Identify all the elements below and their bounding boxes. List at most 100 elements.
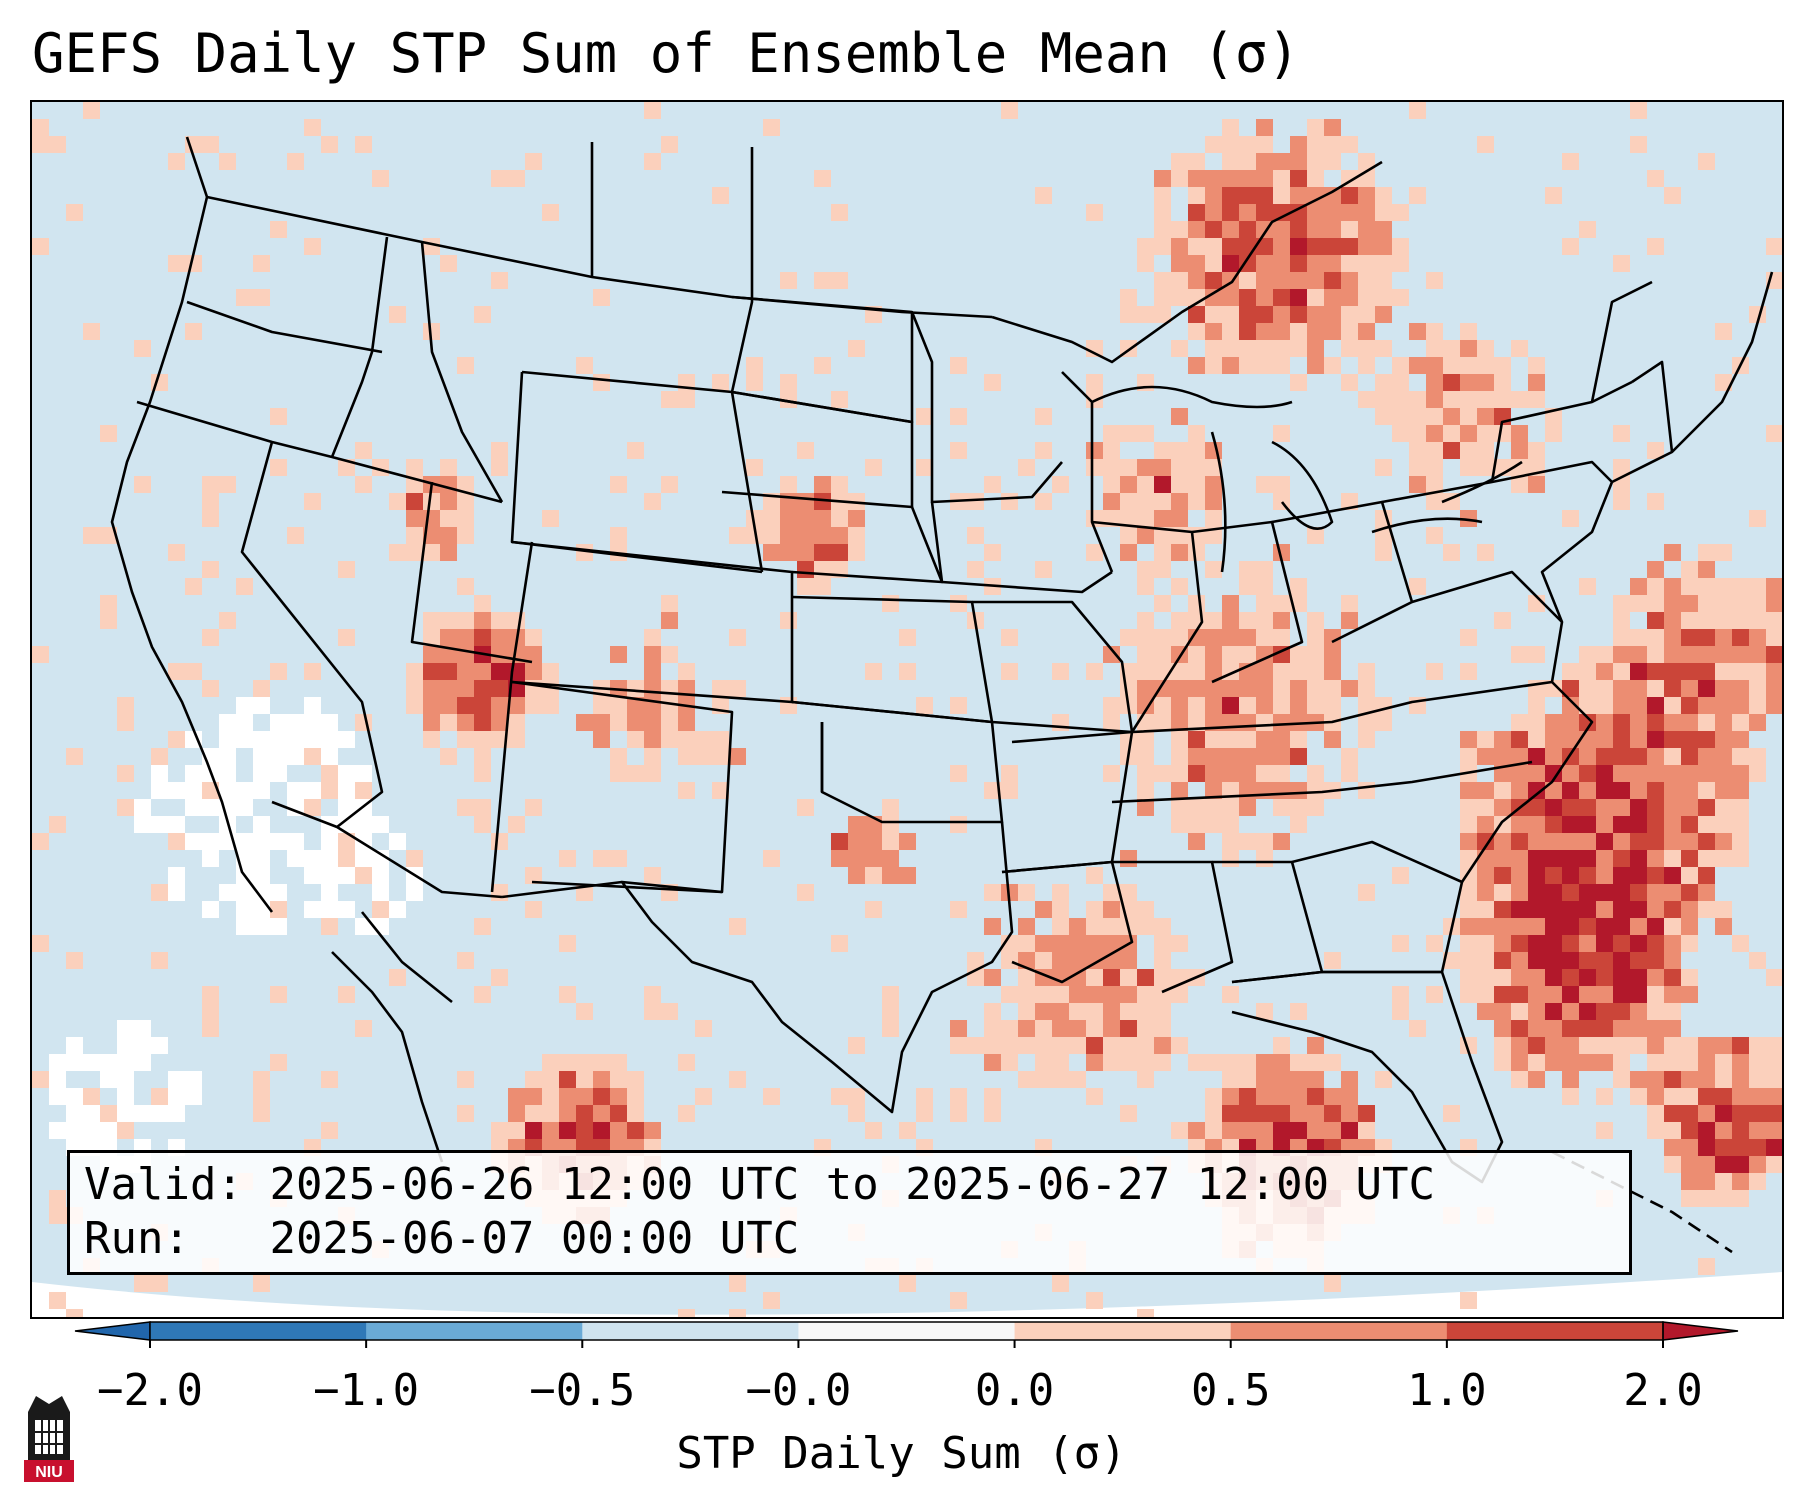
stp-cell — [100, 1105, 117, 1122]
stp-cell — [1290, 663, 1307, 680]
stp-cell — [1035, 561, 1052, 578]
stp-cell — [100, 1054, 117, 1071]
stp-cell — [1188, 493, 1205, 510]
stp-cell — [1698, 1190, 1715, 1207]
valid-value: 2025-06-26 12:00 UTC to 2025-06-27 12:00… — [269, 1159, 1436, 1210]
stp-cell — [1273, 612, 1290, 629]
stp-cell — [202, 901, 219, 918]
stp-cell — [1409, 578, 1426, 595]
stp-cell — [1103, 901, 1120, 918]
stp-cell — [1630, 595, 1647, 612]
stp-cell — [1681, 1173, 1698, 1190]
stp-cell — [1171, 493, 1188, 510]
stp-cell — [1766, 1037, 1782, 1054]
stp-cell — [66, 1054, 83, 1071]
stp-cell — [1120, 884, 1137, 901]
stp-cell — [1664, 680, 1681, 697]
stp-cell — [1613, 799, 1630, 816]
stp-cell — [1579, 646, 1596, 663]
stp-cell — [814, 357, 831, 374]
stp-cell — [1681, 714, 1698, 731]
stp-cell — [1664, 765, 1681, 782]
stp-cell — [882, 799, 899, 816]
stp-cell — [1596, 799, 1613, 816]
stp-cell — [1035, 493, 1052, 510]
stp-cell — [1426, 391, 1443, 408]
stp-cell — [117, 1088, 134, 1105]
stp-cell — [1205, 697, 1222, 714]
stp-cell — [1698, 884, 1715, 901]
stp-cell — [1324, 119, 1341, 136]
stp-cell — [49, 1071, 66, 1088]
stp-cell — [406, 493, 423, 510]
stp-cell — [1137, 986, 1154, 1003]
stp-cell — [950, 595, 967, 612]
stp-cell — [1732, 1037, 1749, 1054]
stp-cell — [1732, 1156, 1749, 1173]
stp-cell — [321, 884, 338, 901]
stp-cell — [185, 663, 202, 680]
stp-cell — [1188, 357, 1205, 374]
stp-cell — [1698, 697, 1715, 714]
stp-cell — [1579, 833, 1596, 850]
stp-cell — [1630, 799, 1647, 816]
stp-cell — [168, 153, 185, 170]
colorbar-tick-label: 0.5 — [1190, 1365, 1271, 1416]
stp-cell — [1120, 986, 1137, 1003]
stp-cell — [1239, 306, 1256, 323]
stp-cell — [1562, 697, 1579, 714]
stp-cell — [1341, 493, 1358, 510]
stp-cell — [1443, 408, 1460, 425]
stp-cell — [1273, 221, 1290, 238]
stp-cell — [1732, 595, 1749, 612]
stp-cell — [1562, 714, 1579, 731]
stp-cell — [270, 714, 287, 731]
stp-cell — [1749, 578, 1766, 595]
stp-cell — [1460, 408, 1477, 425]
stp-cell — [1103, 493, 1120, 510]
stp-cell — [1120, 459, 1137, 476]
stp-cell — [1426, 935, 1443, 952]
stp-cell — [253, 255, 270, 272]
stp-cell — [355, 136, 372, 153]
stp-cell — [1239, 765, 1256, 782]
stp-cell — [1137, 561, 1154, 578]
stp-cell — [1426, 493, 1443, 510]
stp-cell — [1681, 833, 1698, 850]
stp-cell — [1511, 850, 1528, 867]
stp-cell — [1052, 918, 1069, 935]
stp-cell — [1188, 833, 1205, 850]
stp-cell — [678, 748, 695, 765]
stp-cell — [1324, 255, 1341, 272]
stp-cell — [1511, 833, 1528, 850]
stp-cell — [1715, 595, 1732, 612]
stp-cell — [1341, 612, 1358, 629]
stp-cell — [678, 782, 695, 799]
stp-cell — [1664, 697, 1681, 714]
stp-cell — [1120, 476, 1137, 493]
stp-cell — [1324, 1088, 1341, 1105]
stp-cell — [1681, 663, 1698, 680]
stp-cell — [1103, 935, 1120, 952]
stp-cell — [1188, 714, 1205, 731]
stp-cell — [1613, 765, 1630, 782]
stp-cell — [1511, 884, 1528, 901]
stp-cell — [338, 850, 355, 867]
stp-cell — [457, 714, 474, 731]
stp-cell — [1715, 816, 1732, 833]
stp-cell — [1596, 748, 1613, 765]
stp-cell — [1664, 714, 1681, 731]
stp-cell — [236, 697, 253, 714]
stp-cell — [1477, 391, 1494, 408]
stp-cell — [1681, 697, 1698, 714]
stp-cell — [1239, 714, 1256, 731]
stp-cell — [1052, 1071, 1069, 1088]
stp-cell — [1732, 1173, 1749, 1190]
stp-cell — [457, 952, 474, 969]
stp-cell — [49, 1292, 66, 1309]
stp-cell — [1188, 663, 1205, 680]
stp-cell — [1273, 306, 1290, 323]
stp-cell — [1664, 1054, 1681, 1071]
stp-cell — [627, 1122, 644, 1139]
stp-cell — [185, 799, 202, 816]
